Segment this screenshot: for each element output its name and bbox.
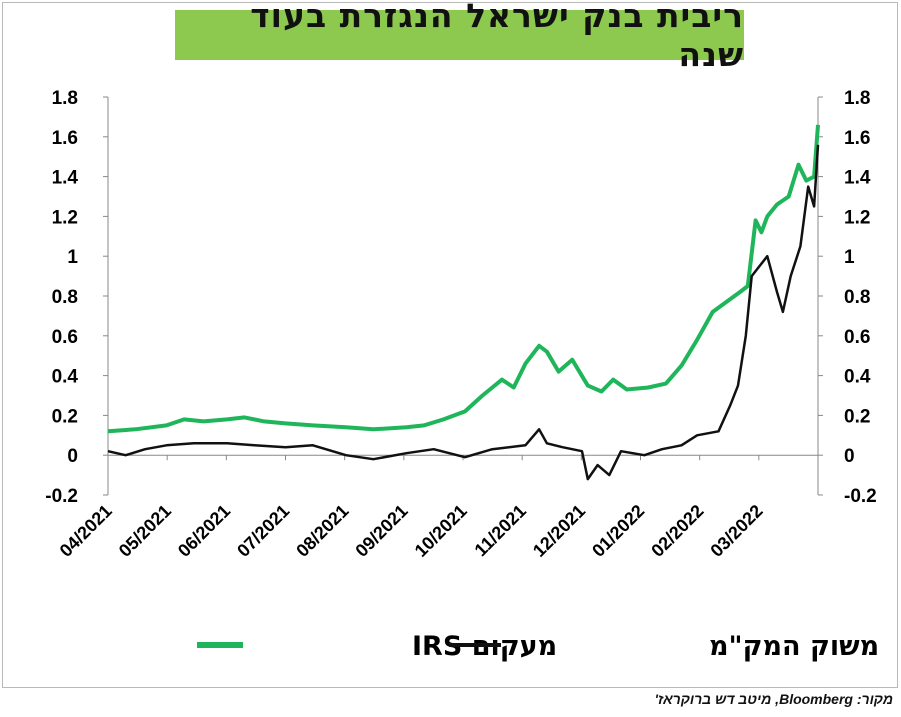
right-y-tick-label: 0.4 [844, 367, 871, 388]
left-y-tick-label: 0.8 [52, 287, 78, 308]
right-y-tick-label: 1.2 [844, 207, 870, 228]
makam-series-line [107, 144, 820, 481]
legend-label-makam: משוק המק"מ [709, 631, 879, 662]
right-y-tick-label: 0.8 [844, 287, 870, 308]
left-y-tick-label: 0.6 [52, 327, 78, 348]
right-y-tick-label: 0.2 [844, 406, 870, 427]
right-y-tick-label: 1 [844, 247, 855, 268]
x-tick-label: 09/2021 [352, 501, 412, 561]
left-y-tick-label: 0.2 [52, 406, 78, 427]
right-y-tick-label: 1.8 [844, 88, 870, 109]
left-y-tick-label: 1.4 [52, 168, 79, 189]
x-tick-label: 04/2021 [56, 501, 116, 561]
chart-axes [107, 97, 819, 495]
x-tick-label: 05/2021 [115, 501, 175, 561]
source-note: מקור: Bloomberg, מיטב דש ברוקראז' [654, 691, 893, 707]
left-y-tick-label: 1 [67, 247, 78, 268]
legend: מעקום IRS משוק המק"מ [197, 631, 879, 662]
chart-title: ריבית בנק ישראל הנגזרת בעוד שנה [250, 0, 744, 74]
x-tick-label: 06/2021 [174, 501, 234, 561]
chart-frame [2, 2, 898, 688]
left-y-tick-label: -0.2 [45, 486, 78, 507]
x-tick-label: 10/2021 [411, 501, 471, 561]
right-y-tick-label: 0.6 [844, 327, 870, 348]
x-tick-label: 01/2022 [588, 501, 648, 561]
x-tick-label: 12/2021 [529, 501, 589, 561]
left-y-tick-label: 1.6 [52, 128, 78, 149]
x-tick-label: 08/2021 [292, 501, 352, 561]
right-y-tick-label: 1.4 [844, 168, 871, 189]
x-tick-label: 03/2022 [707, 501, 767, 561]
left-y-tick-label: 1.8 [52, 88, 78, 109]
left-y-tick-label: 0 [67, 446, 78, 467]
chart-title-box: ריבית בנק ישראל הנגזרת בעוד שנה [175, 0, 744, 74]
left-y-tick-label: 0.4 [52, 367, 79, 388]
right-y-tick-label: 1.6 [844, 128, 870, 149]
x-tick-label: 07/2021 [233, 501, 293, 561]
right-y-tick-label: -0.2 [844, 486, 877, 507]
x-axis: 04/2021 05/2021 06/2021 07/2021 08/2021 09/20… [56, 455, 767, 561]
irs-curve-series-line [107, 124, 820, 434]
left-y-tick-label: 1.2 [52, 207, 78, 228]
right-y-axis: -0.2 0 0.2 0.4 0.6 0.8 1 1.2 1.4 1.6 1.8 [818, 88, 877, 507]
right-y-tick-label: 0 [844, 446, 855, 467]
x-tick-label: 02/2022 [647, 501, 707, 561]
series-lines [107, 124, 820, 481]
x-tick-label: 11/2021 [471, 501, 530, 560]
left-y-axis: -0.2 0 0.2 0.4 0.6 0.8 1 1.2 1.4 1.6 1.8 [45, 88, 108, 507]
